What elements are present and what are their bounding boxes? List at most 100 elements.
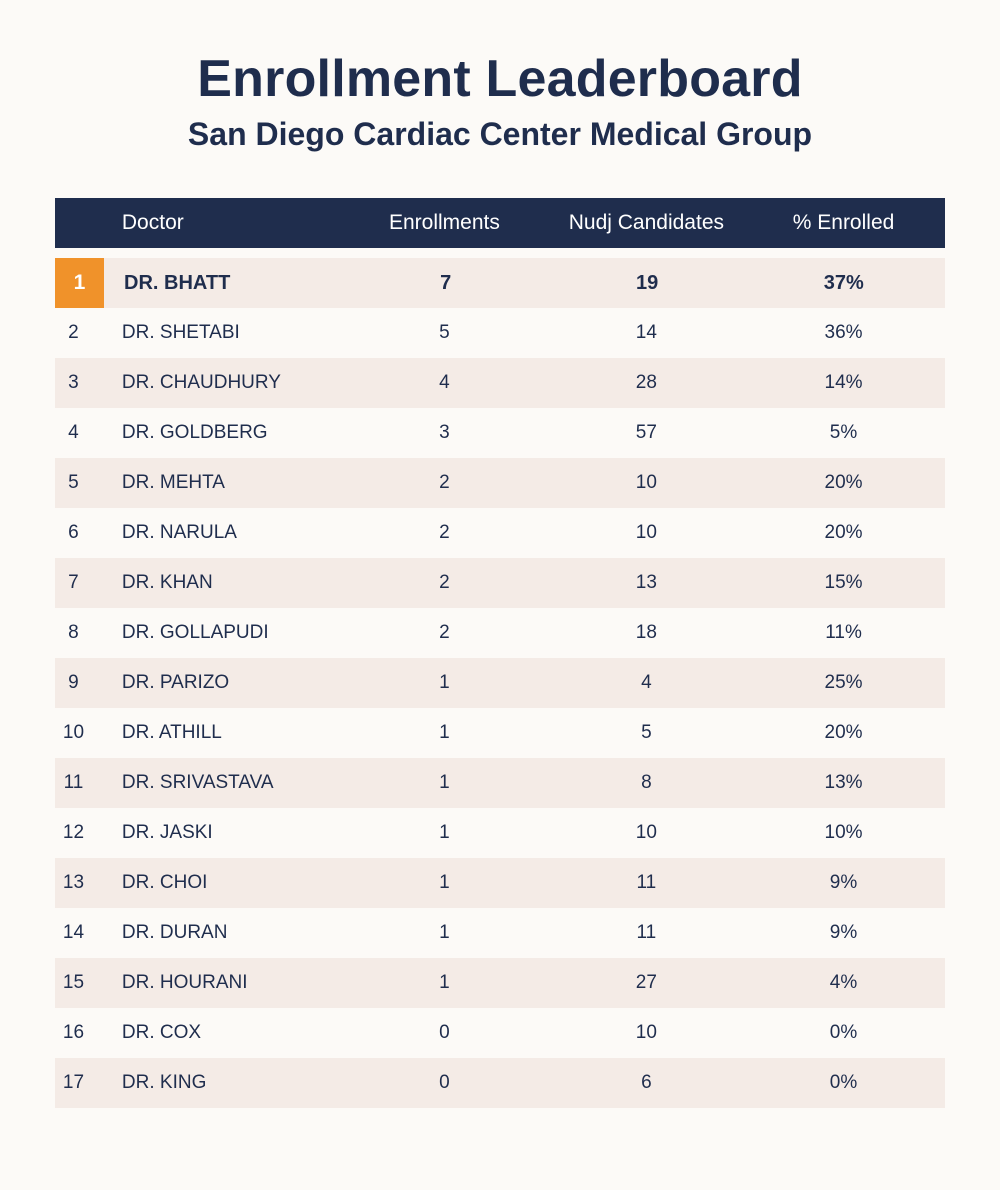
candidates-value: 28 bbox=[635, 372, 657, 393]
header-rank bbox=[55, 198, 102, 248]
percent-enrolled-value: 0% bbox=[829, 1072, 858, 1093]
percent-enrolled-value: 5% bbox=[829, 422, 858, 443]
rank-cell: 16 bbox=[62, 1022, 85, 1043]
candidates-value: 19 bbox=[636, 271, 659, 294]
doctor-name: DR. GOLLAPUDI bbox=[121, 622, 269, 643]
doctor-name: DR. SRIVASTAVA bbox=[121, 772, 274, 793]
header-percent-enrolled: % Enrolled bbox=[792, 211, 895, 234]
candidates-value: 6 bbox=[641, 1072, 652, 1093]
table-row: 11 DR. SRIVASTAVA 1 8 13% bbox=[55, 758, 945, 808]
enrollments-value: 1 bbox=[439, 972, 450, 993]
enrollments-value: 7 bbox=[440, 271, 452, 294]
candidates-value: 27 bbox=[635, 972, 657, 993]
rank-badge: 1 bbox=[55, 258, 104, 308]
candidates-value: 8 bbox=[641, 772, 652, 793]
rank-cell: 10 bbox=[62, 722, 85, 743]
enrollments-value: 2 bbox=[439, 522, 450, 543]
page-subtitle: San Diego Cardiac Center Medical Group bbox=[187, 116, 813, 152]
enrollments-value: 2 bbox=[439, 622, 450, 643]
candidates-value: 11 bbox=[636, 872, 657, 893]
candidates-value: 14 bbox=[635, 322, 657, 343]
percent-enrolled-value: 36% bbox=[824, 322, 863, 343]
candidates-value: 4 bbox=[641, 672, 652, 693]
rank-cell: 8 bbox=[68, 622, 79, 643]
rank-cell: 7 bbox=[68, 572, 79, 593]
candidates-value: 10 bbox=[635, 522, 657, 543]
rank-cell: 12 bbox=[62, 822, 85, 843]
doctor-name: DR. NARULA bbox=[121, 522, 237, 543]
rank-cell: 14 bbox=[62, 922, 85, 943]
doctor-name: DR. CHAUDHURY bbox=[121, 372, 281, 393]
table-row: 8 DR. GOLLAPUDI 2 18 11% bbox=[55, 608, 945, 658]
doctor-name: DR. ATHILL bbox=[121, 722, 222, 743]
header-gap bbox=[55, 248, 945, 258]
candidates-value: 10 bbox=[635, 822, 657, 843]
enrollments-value: 3 bbox=[439, 422, 450, 443]
table-row: 3 DR. CHAUDHURY 4 28 14% bbox=[55, 358, 945, 408]
table-row: 5 DR. MEHTA 2 10 20% bbox=[55, 458, 945, 508]
rank-cell: 1 bbox=[50, 258, 104, 308]
percent-enrolled-value: 9% bbox=[829, 922, 858, 943]
doctor-name: DR. PARIZO bbox=[121, 672, 230, 693]
candidates-value: 10 bbox=[635, 1022, 657, 1043]
table-row: 9 DR. PARIZO 1 4 25% bbox=[55, 658, 945, 708]
enrollments-value: 1 bbox=[439, 672, 450, 693]
header-candidates: Nudj Candidates bbox=[568, 211, 724, 234]
enrollments-value: 2 bbox=[439, 472, 450, 493]
percent-enrolled-value: 15% bbox=[824, 572, 863, 593]
percent-enrolled-value: 20% bbox=[824, 722, 863, 743]
enrollments-value: 1 bbox=[439, 822, 450, 843]
table-row: 14 DR. DURAN 1 11 9% bbox=[55, 908, 945, 958]
doctor-name: DR. GOLDBERG bbox=[121, 422, 268, 443]
enrollments-value: 0 bbox=[439, 1072, 450, 1093]
percent-enrolled-value: 9% bbox=[829, 872, 858, 893]
percent-enrolled-value: 20% bbox=[824, 472, 863, 493]
doctor-name: DR. KHAN bbox=[121, 572, 213, 593]
percent-enrolled-value: 14% bbox=[824, 372, 863, 393]
percent-enrolled-value: 13% bbox=[824, 772, 863, 793]
doctor-name: DR. MEHTA bbox=[121, 472, 225, 493]
page-title: Enrollment Leaderboard bbox=[197, 50, 803, 108]
leaderboard-table: Doctor Enrollments Nudj Candidates % Enr… bbox=[55, 198, 945, 1108]
doctor-name: DR. BHATT bbox=[124, 271, 231, 294]
candidates-value: 10 bbox=[635, 472, 657, 493]
table-header: Doctor Enrollments Nudj Candidates % Enr… bbox=[55, 198, 945, 248]
percent-enrolled-value: 10% bbox=[824, 822, 863, 843]
rank-cell: 9 bbox=[68, 672, 79, 693]
table-row: 15 DR. HOURANI 1 27 4% bbox=[55, 958, 945, 1008]
table-row: 12 DR. JASKI 1 10 10% bbox=[55, 808, 945, 858]
table-row: 10 DR. ATHILL 1 5 20% bbox=[55, 708, 945, 758]
doctor-name: DR. SHETABI bbox=[121, 322, 240, 343]
doctor-name: DR. KING bbox=[121, 1072, 207, 1093]
header-doctor: Doctor bbox=[121, 211, 184, 234]
rank-cell: 3 bbox=[68, 372, 79, 393]
table-row: 2 DR. SHETABI 5 14 36% bbox=[55, 308, 945, 358]
table-row: 6 DR. NARULA 2 10 20% bbox=[55, 508, 945, 558]
rank-cell: 5 bbox=[68, 472, 79, 493]
enrollments-value: 0 bbox=[439, 1022, 450, 1043]
doctor-name: DR. HOURANI bbox=[121, 972, 248, 993]
rank-cell: 11 bbox=[63, 772, 84, 793]
candidates-value: 5 bbox=[641, 722, 652, 743]
enrollments-value: 1 bbox=[439, 722, 450, 743]
percent-enrolled-value: 25% bbox=[824, 672, 863, 693]
table-row: 4 DR. GOLDBERG 3 57 5% bbox=[55, 408, 945, 458]
enrollments-value: 2 bbox=[439, 572, 450, 593]
percent-enrolled-value: 0% bbox=[829, 1022, 858, 1043]
rank-cell: 2 bbox=[68, 322, 79, 343]
table-row: 7 DR. KHAN 2 13 15% bbox=[55, 558, 945, 608]
percent-enrolled-value: 20% bbox=[824, 522, 863, 543]
percent-enrolled-value: 37% bbox=[823, 271, 864, 294]
rank-cell: 13 bbox=[62, 872, 85, 893]
doctor-name: DR. DURAN bbox=[121, 922, 228, 943]
rank-cell: 4 bbox=[68, 422, 79, 443]
enrollments-value: 4 bbox=[439, 372, 450, 393]
percent-enrolled-value: 11% bbox=[825, 622, 862, 643]
rank-cell: 15 bbox=[62, 972, 85, 993]
table-row: 16 DR. COX 0 10 0% bbox=[55, 1008, 945, 1058]
enrollments-value: 5 bbox=[439, 322, 450, 343]
table-row: 13 DR. CHOI 1 11 9% bbox=[55, 858, 945, 908]
candidates-value: 18 bbox=[635, 622, 657, 643]
rank-cell: 17 bbox=[62, 1072, 85, 1093]
